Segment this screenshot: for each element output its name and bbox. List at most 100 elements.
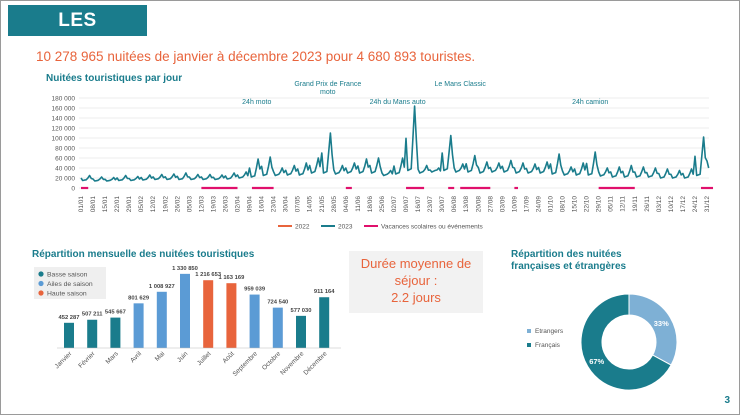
donut-value-label: 67% [589, 357, 604, 366]
legend-label: Ailes de saison [47, 281, 93, 288]
x-tick-label: 15/10 [572, 196, 579, 213]
y-tick-label: 60 000 [55, 156, 75, 163]
event-annotation-cont: moto [320, 89, 336, 96]
x-tick-label: 06/08 [451, 196, 458, 213]
donut-legend-swatch [527, 329, 531, 333]
x-tick-label: 15/01 [102, 196, 109, 213]
y-tick-label: 120 000 [52, 126, 76, 133]
x-tick-label: 02/04 [235, 196, 242, 213]
bar-value-label: 911 164 [314, 289, 335, 295]
x-tick-label: 01/10 [548, 196, 555, 213]
x-tick-label: 27/08 [487, 196, 494, 213]
y-tick-label: 160 000 [52, 106, 76, 113]
donut-legend-label: Français [535, 342, 561, 349]
x-tick-label: 19/11 [632, 196, 639, 212]
x-tick-label: 17/09 [523, 196, 530, 213]
x-tick-label: 17/12 [680, 196, 687, 213]
x-tick-label: 22/10 [584, 196, 591, 213]
x-tick-label: 12/02 [150, 196, 157, 213]
x-tick-label: 23/07 [427, 196, 434, 213]
bar-juillet [203, 280, 214, 348]
stay-line-1: Durée moyenne de [360, 256, 472, 271]
x-tick-label: 09/07 [403, 196, 410, 213]
bar-avril [133, 303, 144, 348]
x-tick-label: 25/06 [379, 196, 386, 213]
average-stay-box: Durée moyenne de séjour : 2.2 jours [349, 251, 483, 313]
x-tick-label: 30/07 [439, 196, 446, 213]
event-annotation: 24h du Mans auto [370, 99, 426, 106]
bar-mai [156, 291, 167, 348]
x-tick-label: 28/05 [331, 196, 338, 213]
bar-value-label: 1 330 850 [172, 266, 198, 272]
bar-value-label: 577 030 [291, 308, 312, 314]
headline-mid: de janvier à décembre 2023 pour [150, 49, 357, 64]
donut-slice-français [580, 293, 672, 391]
x-tick-label: 24/09 [535, 196, 542, 213]
x-tick-label: 19/02 [162, 196, 169, 213]
series-2023-line [80, 105, 710, 182]
x-tick-label: 26/11 [644, 196, 651, 212]
x-tick-label: 12/03 [198, 196, 205, 213]
bar-value-label: 801 629 [128, 295, 150, 301]
x-tick-label: 03/09 [499, 196, 506, 213]
bar-août [226, 283, 237, 348]
bar-value-label: 507 211 [82, 312, 103, 318]
x-tick-label: 08/01 [90, 196, 97, 213]
headline-tourists: 4 680 893 touristes. [356, 49, 476, 64]
bar-janvier [64, 322, 74, 348]
legend-label: Haute saison [47, 291, 87, 298]
y-tick-label: 80 000 [55, 146, 75, 153]
bar-septembre [249, 294, 260, 348]
bar-value-label: 959 039 [244, 287, 266, 293]
x-tick-label: 10/12 [668, 196, 675, 213]
event-annotation: Le Mans Classic [435, 81, 487, 88]
x-tick-label: 12/11 [620, 196, 627, 212]
legend-label: 2022 [295, 224, 310, 231]
bar-value-label: 1 216 653 [195, 272, 222, 278]
bar-value-label: 1 163 169 [219, 275, 246, 281]
donut-slice-etrangers [628, 293, 678, 366]
event-annotation: Grand Prix de France [294, 81, 361, 88]
bar-octobre [272, 307, 283, 348]
bar-juin [180, 273, 190, 348]
x-tick-label: 16/04 [259, 196, 266, 213]
daily-chart-title: Nuitées touristiques par jour [46, 73, 183, 84]
stay-line-2: séjour : [394, 273, 438, 288]
legend-dot [38, 280, 44, 287]
bar-legend-box [34, 267, 106, 299]
x-tick-label: 13/08 [463, 196, 470, 213]
bar-décembre [319, 297, 330, 348]
x-tick-label: 29/01 [126, 196, 133, 213]
x-tick-label: 19/03 [210, 196, 217, 213]
x-tick-label: 10/09 [511, 196, 518, 213]
event-annotation: 24h moto [242, 99, 271, 106]
x-tick-label: 14/05 [307, 196, 314, 213]
headline-nights: 10 278 965 nuitées [36, 49, 151, 64]
x-tick-label: 21/05 [319, 196, 326, 213]
x-tick-label: 05/03 [186, 196, 193, 213]
daily-nights-line-chart: 0 20 000 40 000 60 000 80 000 100 000 120 000 1… [52, 81, 714, 231]
x-tick-label: 01/01 [78, 196, 85, 213]
bar-value-label: 1 008 927 [149, 284, 175, 290]
pie-chart-title: Répartition des nuitées françaises et ét… [511, 249, 627, 272]
bar-value-label: 545 667 [105, 310, 126, 316]
legend-dot [38, 290, 44, 296]
y-tick-label: 180 000 [52, 96, 76, 103]
x-tick-label: 16/07 [415, 196, 422, 213]
y-tick-label: 40 000 [55, 166, 75, 173]
bar-value-label: 724 540 [267, 300, 288, 306]
x-tick-label: 20/08 [475, 196, 482, 213]
bar-novembre [296, 315, 306, 348]
x-tick-label: 18/06 [367, 196, 374, 213]
legend-label: 2023 [338, 224, 353, 231]
headline: 10 278 965 nuitées de janvier à décembre… [36, 49, 475, 64]
x-tick-label: 26/03 [222, 196, 229, 213]
x-tick-label: 29/10 [596, 196, 603, 213]
donut-value-label: 33% [654, 319, 669, 328]
monthly-chart-title: Répartition mensuelle des nuitées touris… [32, 249, 255, 260]
event-annotation: 24h camion [572, 99, 608, 106]
donut-legend-label: Etrangers [535, 328, 564, 335]
